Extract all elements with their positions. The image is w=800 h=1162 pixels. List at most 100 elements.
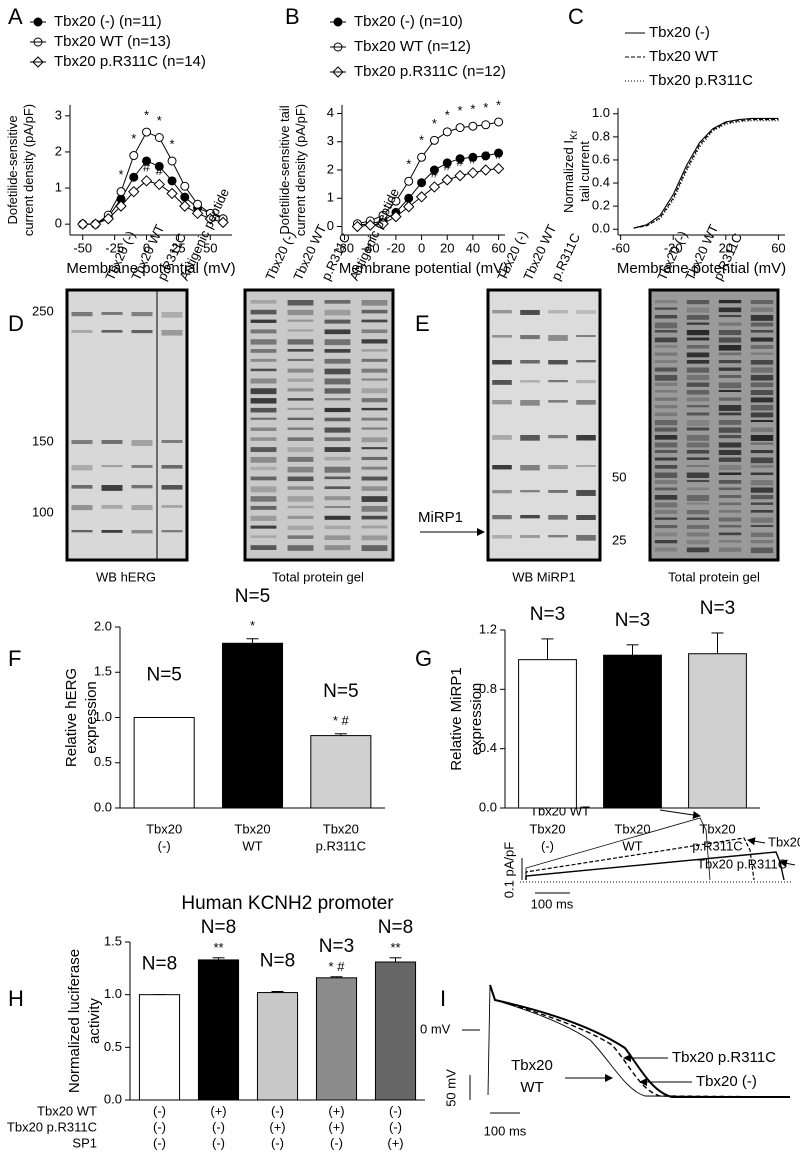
band xyxy=(324,447,351,453)
series-line xyxy=(633,118,779,229)
band xyxy=(71,485,93,489)
band xyxy=(654,525,678,529)
y-axis-label: expression xyxy=(468,683,485,756)
point xyxy=(179,200,191,212)
band xyxy=(654,435,678,440)
band xyxy=(654,360,678,364)
band xyxy=(287,417,314,421)
band xyxy=(686,315,710,320)
band xyxy=(520,310,540,315)
point xyxy=(142,156,152,166)
band xyxy=(686,450,710,454)
band xyxy=(361,349,388,352)
band xyxy=(287,427,314,430)
y-tick-label: 0.4 xyxy=(479,740,497,755)
band xyxy=(654,390,678,393)
y-tick-label: 0.8 xyxy=(479,681,497,696)
n-label: N=3 xyxy=(700,598,735,619)
band xyxy=(361,319,388,323)
band xyxy=(361,496,388,502)
point xyxy=(140,175,153,187)
band xyxy=(161,440,183,443)
legend-label: Tbx20 (-) (n=11) xyxy=(54,13,162,30)
band xyxy=(548,310,568,314)
band xyxy=(287,398,314,401)
y-axis-label-text: Normalized I xyxy=(561,140,576,213)
band xyxy=(324,349,351,353)
band xyxy=(718,540,742,543)
band xyxy=(324,505,351,509)
point xyxy=(442,127,452,137)
y-axis-label-text: Normalized luciferase xyxy=(66,949,83,1093)
arrow-label: MiRP1 xyxy=(418,509,463,526)
significance: * xyxy=(419,133,424,148)
band xyxy=(287,378,314,382)
point xyxy=(429,135,439,145)
y-tick-label: 1 xyxy=(55,179,62,194)
band xyxy=(131,530,153,534)
marker-label: 250 xyxy=(32,303,54,318)
band xyxy=(654,495,678,500)
band xyxy=(250,319,277,323)
point xyxy=(191,207,204,220)
band xyxy=(686,495,710,501)
band xyxy=(287,388,314,392)
point xyxy=(129,151,139,161)
band xyxy=(324,486,351,490)
bar xyxy=(256,992,299,1101)
band xyxy=(361,300,388,306)
band xyxy=(361,437,388,443)
band xyxy=(287,358,314,362)
band xyxy=(361,407,388,411)
band xyxy=(324,300,351,304)
significance: # xyxy=(444,158,452,173)
band xyxy=(750,525,774,528)
legend-label: Tbx20 (-) xyxy=(649,24,710,41)
band xyxy=(718,435,742,439)
band xyxy=(654,510,678,514)
band xyxy=(750,330,774,333)
condition-cell: (-) xyxy=(153,1103,166,1118)
band xyxy=(361,476,388,481)
point xyxy=(142,127,152,137)
band xyxy=(101,530,123,533)
significance: * xyxy=(496,97,501,112)
y-axis-label-text: Relative hERG xyxy=(63,668,80,767)
trace-label: Tbx20 (-) xyxy=(768,834,800,849)
band xyxy=(718,300,742,304)
point xyxy=(454,169,466,182)
point xyxy=(441,174,453,186)
band xyxy=(750,345,774,349)
y-axis-label: expression xyxy=(83,681,100,754)
band xyxy=(361,456,388,461)
y-tick-label: 0 xyxy=(327,218,334,233)
band xyxy=(686,322,710,325)
band xyxy=(548,360,568,365)
significance: * xyxy=(406,157,411,172)
point xyxy=(404,176,414,186)
band xyxy=(686,375,710,381)
band xyxy=(250,368,277,372)
point xyxy=(467,167,479,179)
significance: # xyxy=(143,159,151,174)
band xyxy=(718,360,742,364)
point xyxy=(204,213,217,225)
band xyxy=(654,420,678,426)
band xyxy=(750,510,774,513)
band xyxy=(654,405,678,409)
band xyxy=(250,515,277,521)
panel-letter: G xyxy=(415,646,432,671)
band xyxy=(654,352,678,356)
point xyxy=(166,187,178,200)
band xyxy=(287,437,314,441)
band xyxy=(250,398,277,404)
band xyxy=(71,440,93,445)
band xyxy=(718,307,742,313)
x-axis-label: Membrane potential (mV) xyxy=(617,260,786,277)
point xyxy=(154,133,164,142)
x-tick-label: (-) xyxy=(158,838,171,853)
band xyxy=(361,545,388,552)
band xyxy=(324,339,351,346)
y-tick-label: 0.5 xyxy=(94,754,112,769)
band xyxy=(654,375,678,381)
